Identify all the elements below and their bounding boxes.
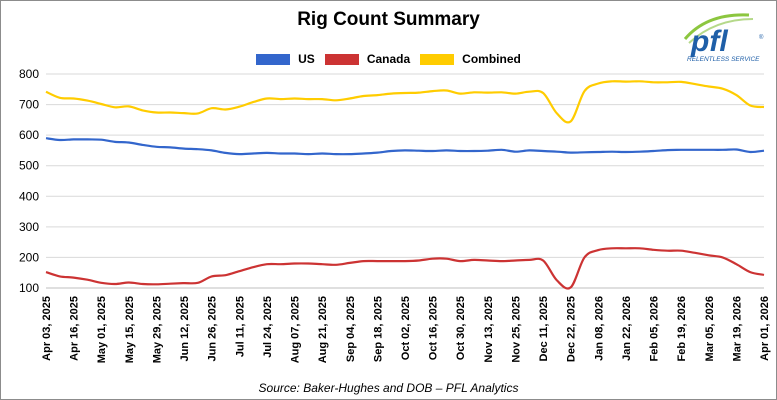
x-tick-label: Jan 22, 2026 [621,296,633,361]
x-tick-label: Apr 16, 2025 [69,296,81,361]
y-tick-label: 300 [19,220,39,234]
x-tick-label: Apr 03, 2025 [41,296,53,361]
x-tick-label: Oct 30, 2025 [455,296,467,360]
legend-label: Combined [462,52,521,66]
y-tick-label: 600 [19,128,39,142]
x-tick-label: Jul 24, 2025 [262,296,274,358]
x-tick-label: Apr 01, 2026 [759,296,771,361]
x-tick-label: Jun 26, 2025 [207,296,219,361]
pfl-logo: pfl ® RELENTLESS SERVICE [683,13,764,63]
x-tick-label: Sep 18, 2025 [372,296,384,362]
y-tick-label: 100 [19,281,39,295]
x-tick-label: Dec 11, 2025 [538,296,550,361]
x-tick-label: Feb 05, 2026 [649,296,661,361]
x-tick-label: Mar 05, 2026 [704,296,716,361]
legend-swatch [324,53,359,65]
x-tick-label: May 01, 2025 [96,296,108,363]
x-tick-label: Sep 04, 2025 [345,296,357,362]
x-tick-label: Jul 11, 2025 [234,296,246,357]
y-tick-label: 200 [19,250,39,264]
source-note: Source: Baker-Hughes and DOB – PFL Analy… [258,381,519,395]
chart-title: Rig Count Summary [297,9,480,30]
series-line-combined [45,80,765,124]
legend-item-us: US [256,52,315,66]
legend-swatch [256,53,291,65]
x-tick-label: Nov 13, 2025 [483,296,495,363]
x-tick-label: Oct 02, 2025 [400,296,412,360]
legend-label: US [298,52,315,66]
y-tick-label: 800 [19,67,39,81]
x-tick-label: Oct 16, 2025 [428,296,440,360]
logo-swoosh-2 [688,18,754,44]
legend-item-canada: Canada [324,52,411,66]
logo-swoosh [683,13,750,40]
legend-swatch [420,53,455,65]
logo-registered-mark: ® [759,34,764,41]
legend: US Canada Combined [1,52,776,66]
logo-wordmark: pfl [690,25,728,58]
logo-tagline: RELENTLESS SERVICE [687,56,760,63]
legend-label: Canada [366,52,411,66]
legend-item-combined: Combined [420,52,521,66]
y-tick-label: 500 [19,159,39,173]
series-line-us [45,137,765,156]
x-tick-label: May 29, 2025 [151,296,163,363]
y-tick-label: 700 [19,98,39,112]
x-tick-label: Jan 08, 2026 [593,296,605,361]
y-tick-label: 400 [19,189,39,203]
x-tick-label: Feb 19, 2026 [676,296,688,361]
x-tick-label: Aug 21, 2025 [317,296,329,363]
x-tick-label: Mar 19, 2026 [731,296,743,361]
x-tick-label: Nov 25, 2025 [510,296,522,363]
x-tick-label: Aug 07, 2025 [290,296,302,363]
x-tick-label: Dec 22, 2025 [566,296,578,362]
x-tick-label: Jun 12, 2025 [179,296,191,361]
series-line-canada [45,247,765,290]
x-tick-label: May 15, 2025 [124,296,136,363]
